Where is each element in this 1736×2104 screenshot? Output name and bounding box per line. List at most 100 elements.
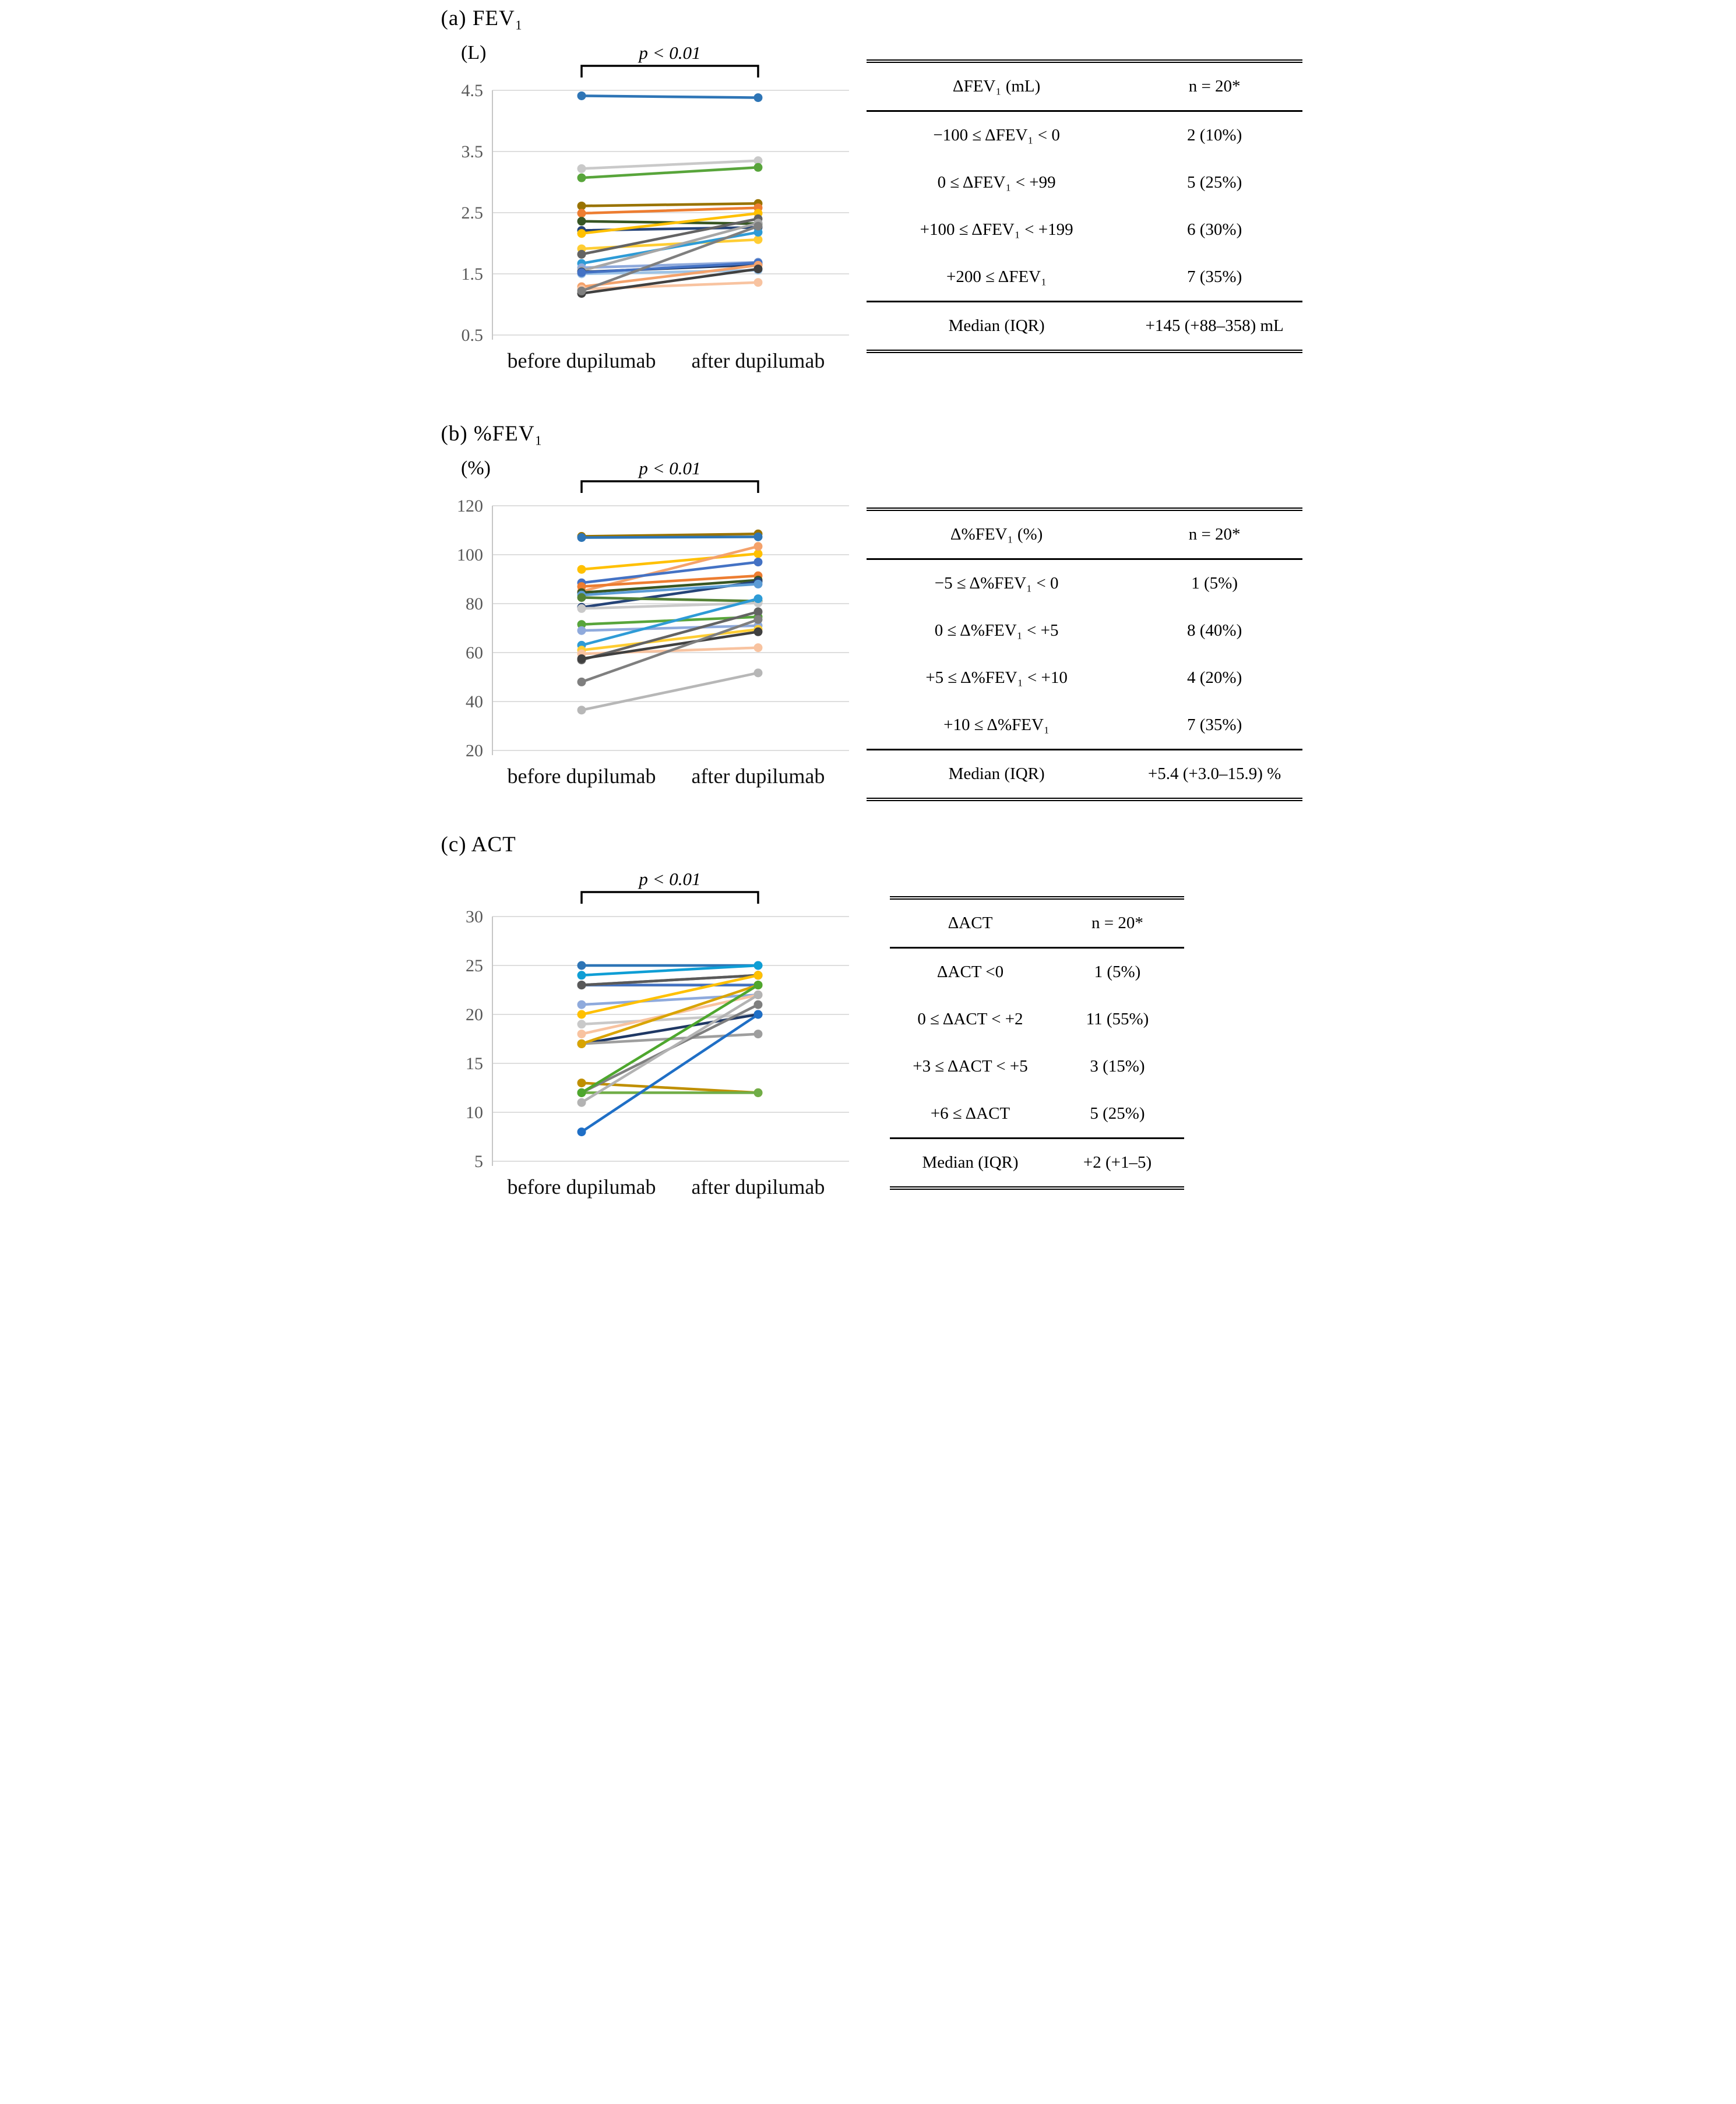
table-header-n: n = 20* xyxy=(1188,525,1241,544)
paired-line-chart-act: p < 0.01 30 25 20 15 10 5 before dupilumab after… xyxy=(466,869,849,1199)
patient-line xyxy=(577,221,762,295)
y-tick-label: 5 xyxy=(474,1152,483,1171)
panel-c-table-column: ΔACT n = 20* ΔACT <0 1 (5%) 0 ≤ ΔACT < +2 1… xyxy=(867,832,1302,1190)
patient-line xyxy=(577,615,762,686)
y-tick-label: 20 xyxy=(466,1005,483,1024)
after-dot xyxy=(753,542,762,551)
series-lines xyxy=(577,529,762,715)
before-dot xyxy=(577,1010,586,1019)
paired-line-chart-fev1: (L) p < 0.01 4.5 3.5 2.5 1.5 0.5 before dupilum… xyxy=(461,42,849,372)
y-tick-label: 120 xyxy=(457,496,483,516)
x-category-label: before dupilumab xyxy=(507,349,656,372)
x-category-label: after dupilumab xyxy=(691,764,825,788)
table-footer-label: Median (IQR) xyxy=(948,764,1045,783)
before-dot xyxy=(577,981,586,990)
before-dot xyxy=(577,971,586,980)
gridlines xyxy=(491,505,849,755)
panel-a-chart-column: (a) FEV₁ (L) p < 0.01 4.5 3.5 2.5 1.5 0.5 befor… xyxy=(434,6,867,399)
table-row: 0 ≤ Δ%FEV₁ < +5 8 (40%) xyxy=(867,607,1302,654)
y-tick-label: 60 xyxy=(466,643,483,662)
after-dot xyxy=(753,1088,762,1097)
before-dot xyxy=(577,229,586,238)
table-footer-value: +5.4 (+3.0–15.9) % xyxy=(1147,764,1281,783)
before-dot xyxy=(577,626,586,635)
after-dot xyxy=(753,643,762,653)
after-dot xyxy=(753,1030,762,1039)
before-dot xyxy=(577,173,586,182)
before-dot xyxy=(577,217,586,226)
table-header-metric: Δ%FEV₁ (%) xyxy=(950,525,1043,544)
table-row: +3 ≤ ΔACT < +5 3 (15%) xyxy=(890,1043,1184,1090)
table-footer-label: Median (IQR) xyxy=(922,1153,1019,1172)
before-dot xyxy=(577,1098,586,1107)
table-footer-value: +145 (+88–358) mL xyxy=(1145,316,1284,335)
after-dot xyxy=(753,579,762,588)
y-tick-label: 40 xyxy=(466,692,483,711)
y-tick-label: 25 xyxy=(466,956,483,975)
table-cell: 7 (35%) xyxy=(1187,716,1242,734)
patient-line xyxy=(577,549,762,574)
patient-line xyxy=(577,627,762,663)
y-tick-label: 0.5 xyxy=(461,326,483,345)
before-dot xyxy=(577,961,586,970)
before-dot xyxy=(577,1088,586,1097)
paired-line-chart-pct-fev1: (%) p < 0.01 120 100 80 60 40 20 before dupiluma… xyxy=(457,457,849,788)
after-dot xyxy=(753,163,762,172)
table-row: +200 ≤ ΔFEV₁ 7 (35%) xyxy=(867,253,1302,302)
before-dot xyxy=(577,1030,586,1039)
summary-table-pct-fev1: Δ%FEV₁ (%) n = 20* −5 ≤ Δ%FEV₁ < 0 1 (5%)… xyxy=(866,508,1302,801)
after-dot xyxy=(753,235,762,244)
table-header-metric: ΔACT xyxy=(948,914,993,932)
after-dot xyxy=(753,156,762,165)
after-dot xyxy=(753,627,762,636)
after-dot xyxy=(753,93,762,103)
table-cell: +6 ≤ ΔACT xyxy=(930,1104,1010,1123)
patient-line xyxy=(577,961,762,980)
y-tick-label: 15 xyxy=(466,1054,483,1073)
table-header-n: n = 20* xyxy=(1091,914,1143,932)
table-footer-row: Median (IQR) +145 (+88–358) mL xyxy=(866,301,1302,352)
significance-bracket: p < 0.01 xyxy=(580,458,759,493)
table-cell: 4 (20%) xyxy=(1187,668,1242,687)
table-cell: −5 ≤ Δ%FEV₁ < 0 xyxy=(934,574,1059,593)
table-header-row: Δ%FEV₁ (%) n = 20* xyxy=(866,509,1302,559)
before-dot xyxy=(577,201,586,210)
before-dot xyxy=(577,1020,586,1029)
panel-b-chart-column: (b) %FEV₁ (%) p < 0.01 120 100 80 60 40 20 befor… xyxy=(434,421,867,815)
p-value-label: p < 0.01 xyxy=(638,869,700,889)
after-dot xyxy=(753,961,762,970)
table-cell: 11 (55%) xyxy=(1086,1010,1149,1028)
after-dot xyxy=(753,990,762,999)
patient-line xyxy=(577,532,762,542)
before-dot xyxy=(577,565,586,574)
after-dot xyxy=(753,221,762,231)
patient-line xyxy=(577,91,762,103)
before-dot xyxy=(577,1000,586,1009)
patient-line xyxy=(577,668,762,715)
table-cell: 8 (40%) xyxy=(1187,621,1242,640)
table-cell: +3 ≤ ΔACT < +5 xyxy=(913,1057,1028,1076)
table-footer-label: Median (IQR) xyxy=(948,316,1045,335)
after-dot xyxy=(753,558,762,567)
table-header-row: ΔFEV₁ (mL) n = 20* xyxy=(866,61,1302,111)
panel-a-table-column: ΔFEV₁ (mL) n = 20* −100 ≤ ΔFEV₁ < 0 2 (10… xyxy=(866,6,1302,353)
table-cell: +5 ≤ Δ%FEV₁ < +10 xyxy=(925,668,1068,687)
after-dot xyxy=(753,549,762,558)
table-row: +100 ≤ ΔFEV₁ < +199 6 (30%) xyxy=(867,206,1302,253)
panel-c-title: (c) ACT xyxy=(441,833,516,857)
after-dot xyxy=(753,1000,762,1009)
after-dot xyxy=(753,228,762,237)
y-tick-label: 10 xyxy=(466,1103,483,1122)
before-dot xyxy=(577,593,586,602)
significance-bracket: p < 0.01 xyxy=(580,43,759,77)
table-footer-row: Median (IQR) +2 (+1–5) xyxy=(889,1138,1184,1189)
patient-line xyxy=(577,529,762,541)
y-tick-label: 80 xyxy=(466,594,483,614)
table-header-n: n = 20* xyxy=(1188,77,1241,96)
gridlines xyxy=(491,90,849,340)
patient-line xyxy=(577,971,762,1019)
y-tick-label: 4.5 xyxy=(461,81,483,100)
panel-b-title: (b) %FEV₁ xyxy=(441,422,543,446)
table-cell: 0 ≤ ΔFEV₁ < +99 xyxy=(937,173,1056,192)
x-category-label: after dupilumab xyxy=(691,349,825,372)
